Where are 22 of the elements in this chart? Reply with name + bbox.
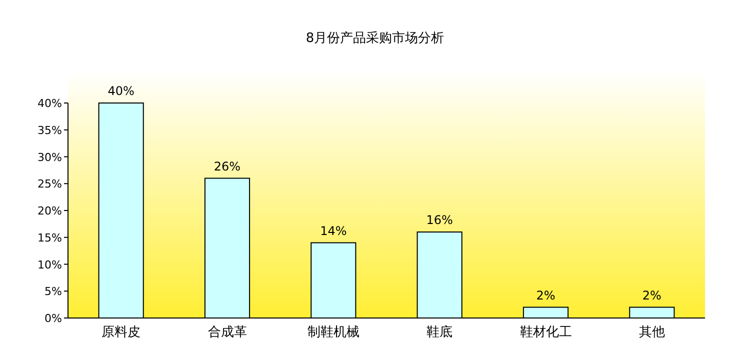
x-tick-label: 合成革	[208, 325, 247, 340]
y-tick-label: 20%	[38, 204, 62, 218]
data-label: 40%	[108, 84, 134, 98]
x-tick-label: 鞋底	[426, 325, 453, 340]
data-label: 2%	[536, 288, 556, 302]
y-tick-label: 15%	[38, 231, 62, 244]
chart-title: 8月份产品采购市场分析	[306, 31, 444, 46]
data-label: 2%	[642, 288, 662, 302]
y-tick-label: 0%	[44, 312, 62, 325]
y-tick-label: 35%	[38, 124, 62, 137]
y-tick-label: 40%	[38, 97, 62, 110]
data-label: 14%	[320, 224, 347, 238]
x-tick-label: 鞋材化工	[520, 325, 572, 340]
y-tick-label: 30%	[38, 150, 62, 164]
x-tick-label: 原料皮	[102, 325, 141, 340]
y-tick-label: 10%	[38, 258, 62, 272]
x-tick-label: 其他	[638, 325, 665, 340]
data-label: 26%	[214, 159, 241, 174]
x-tick-label: 制鞋机械	[307, 325, 360, 340]
y-tick-label: 25%	[38, 178, 62, 191]
data-label: 16%	[426, 213, 453, 227]
y-tick-label: 5%	[44, 285, 62, 298]
